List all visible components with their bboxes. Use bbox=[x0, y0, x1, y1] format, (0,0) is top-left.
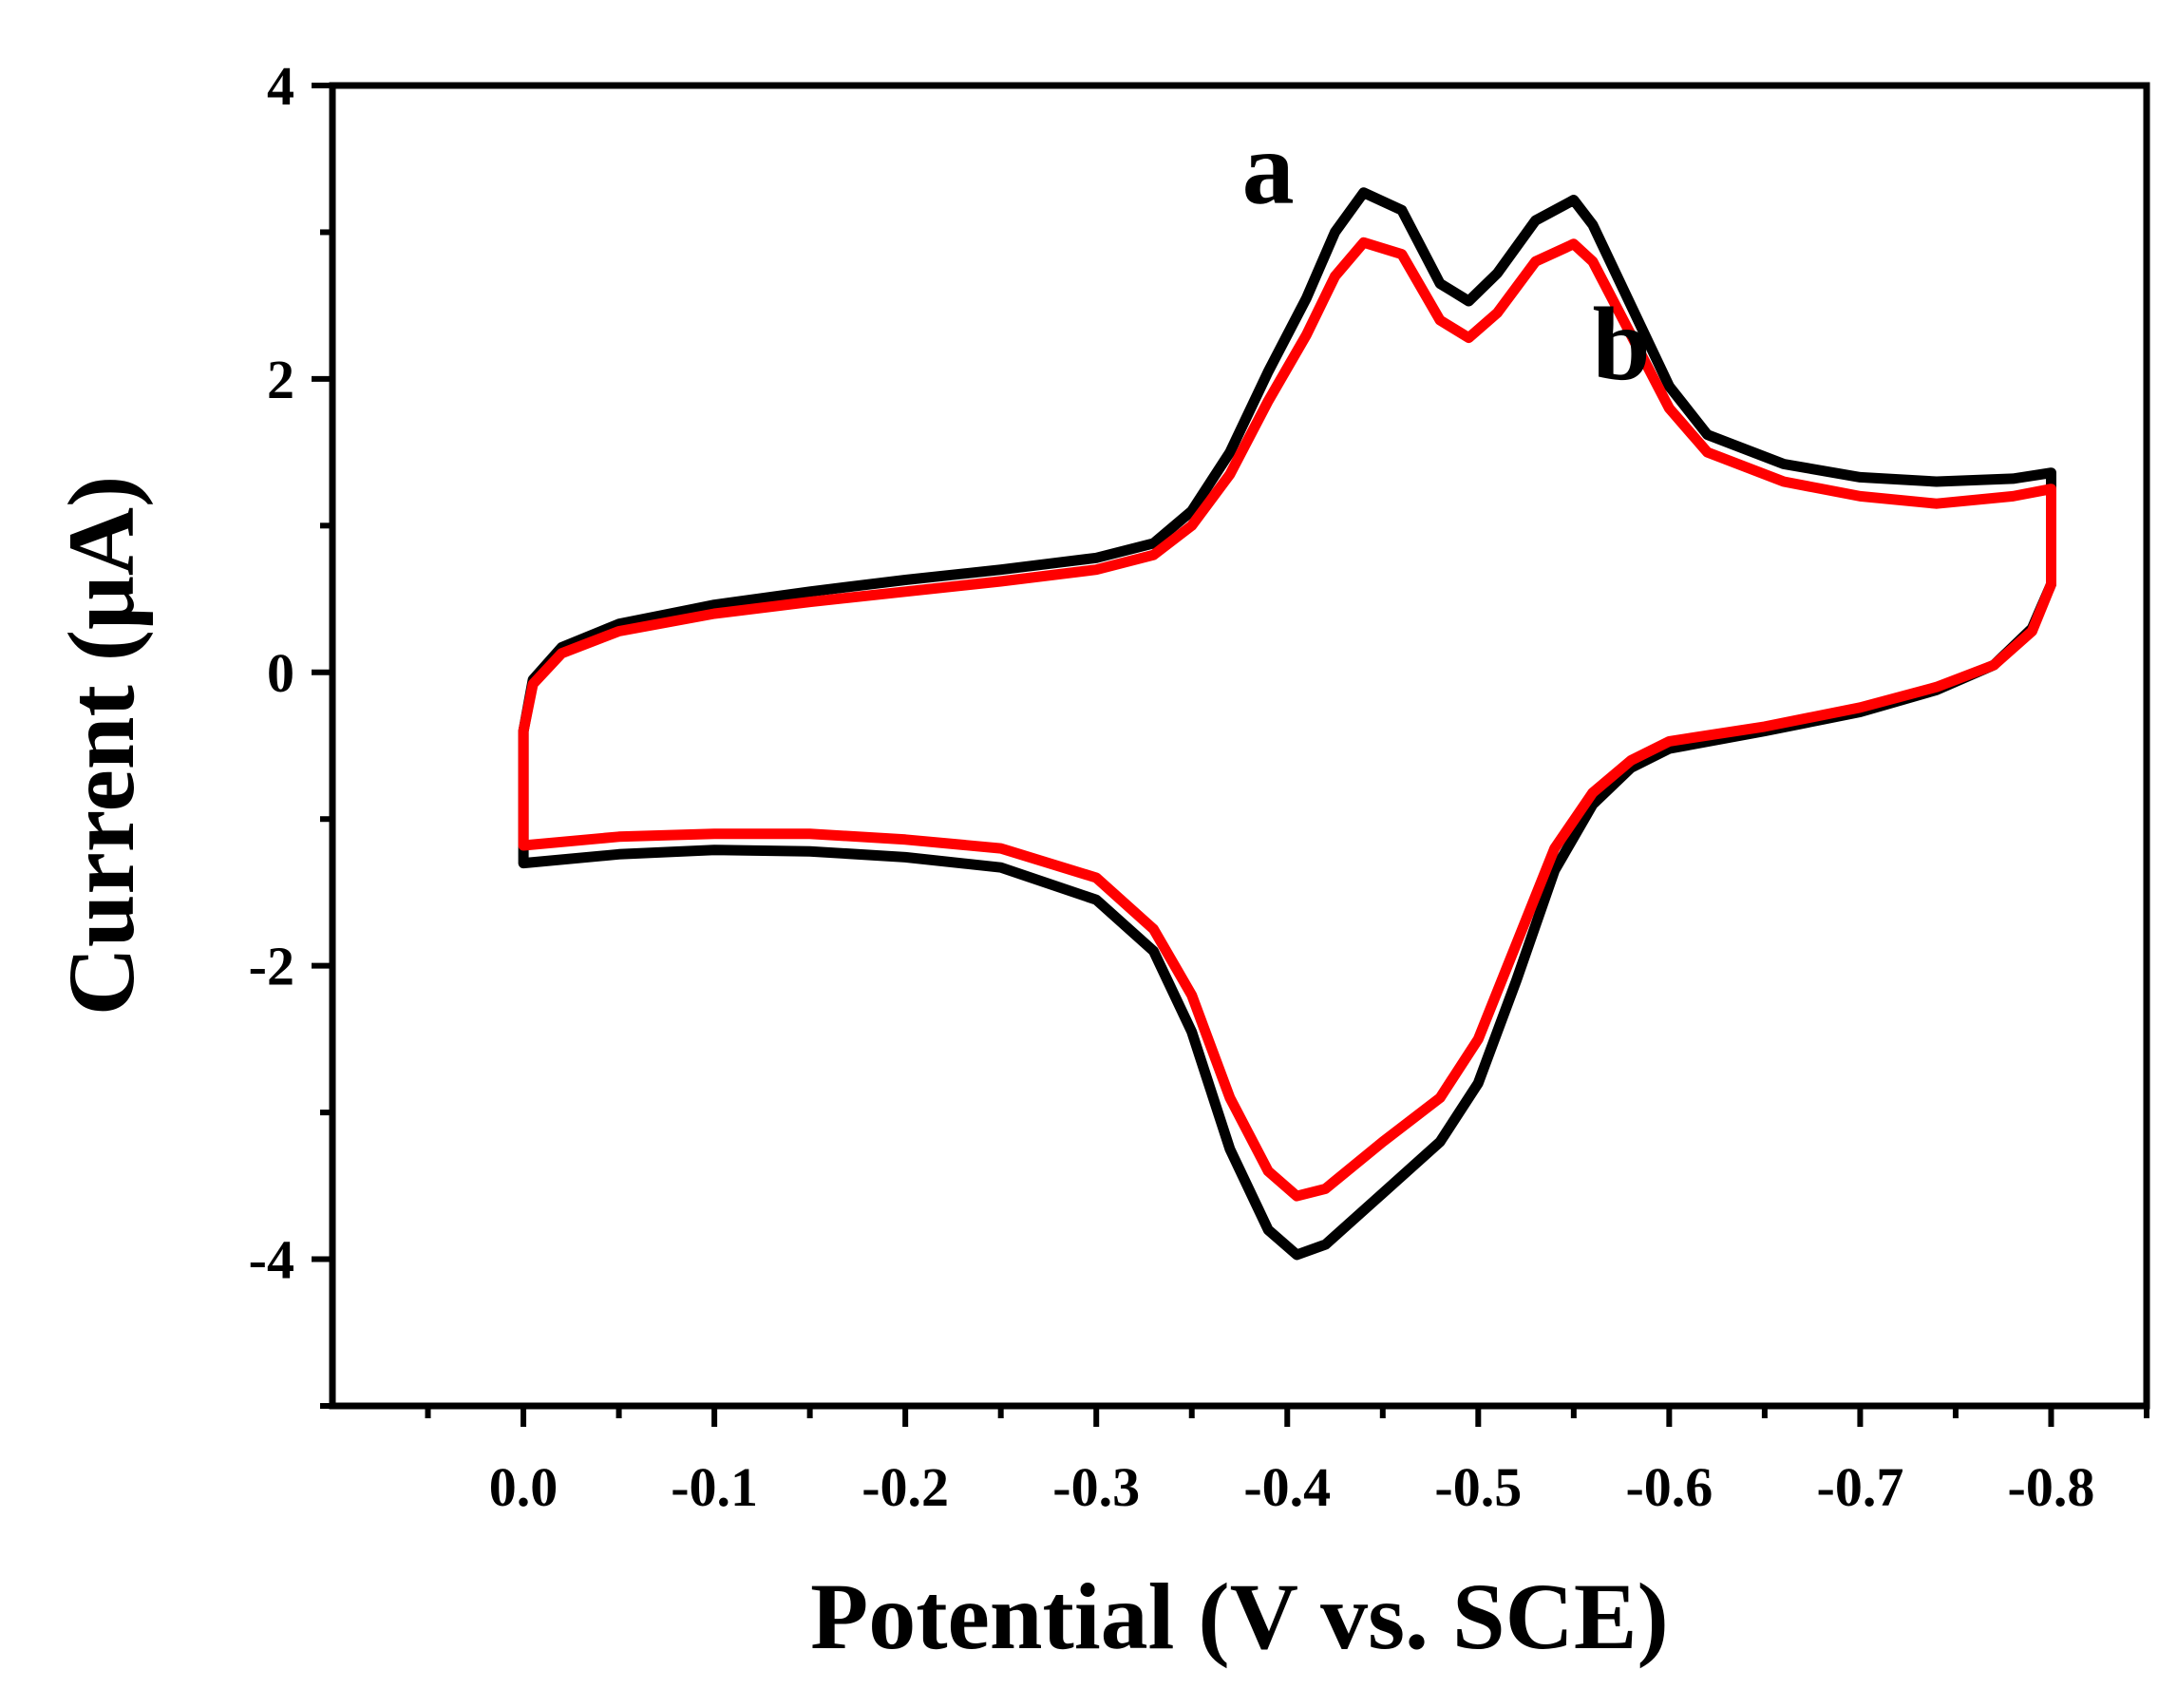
y-tick-label: 0 bbox=[267, 642, 294, 704]
curve-label-a: a bbox=[1242, 110, 1295, 226]
curve-label-b: b bbox=[1593, 286, 1651, 402]
axis-ticks-layer bbox=[312, 83, 2149, 1427]
x-tick-label: -0.2 bbox=[861, 1456, 949, 1518]
series-b-curve bbox=[518, 237, 2056, 1202]
y-tick-label: 2 bbox=[267, 349, 294, 410]
x-tick-label: -0.7 bbox=[1817, 1456, 1904, 1518]
x-tick-label: 0.0 bbox=[489, 1456, 558, 1518]
x-tick-label: -0.4 bbox=[1243, 1456, 1331, 1518]
tick-labels-layer: 0.0 -0.1 -0.2 -0.3 -0.4 -0.5 -0.6 -0.7 -0.8 4 2 0 -2… bbox=[249, 55, 2095, 1518]
y-tick-label: -4 bbox=[249, 1229, 294, 1291]
x-tick-label: -0.8 bbox=[2008, 1456, 2095, 1518]
curves-layer bbox=[518, 187, 2056, 1261]
plot-frame bbox=[329, 82, 2150, 1410]
y-axis-title: Current (μA) bbox=[48, 476, 154, 1016]
series-a-curve bbox=[518, 187, 2056, 1261]
x-tick-label: -0.1 bbox=[671, 1456, 758, 1518]
x-tick-label: -0.5 bbox=[1434, 1456, 1522, 1518]
x-axis-title: Potential (V vs. SCE) bbox=[810, 1564, 1669, 1669]
y-tick-label: -2 bbox=[249, 936, 294, 997]
x-tick-label: -0.3 bbox=[1052, 1456, 1140, 1518]
y-tick-label: 4 bbox=[267, 55, 294, 117]
curve-labels-layer: ab bbox=[1242, 110, 1651, 402]
x-tick-label: -0.6 bbox=[1625, 1456, 1713, 1518]
